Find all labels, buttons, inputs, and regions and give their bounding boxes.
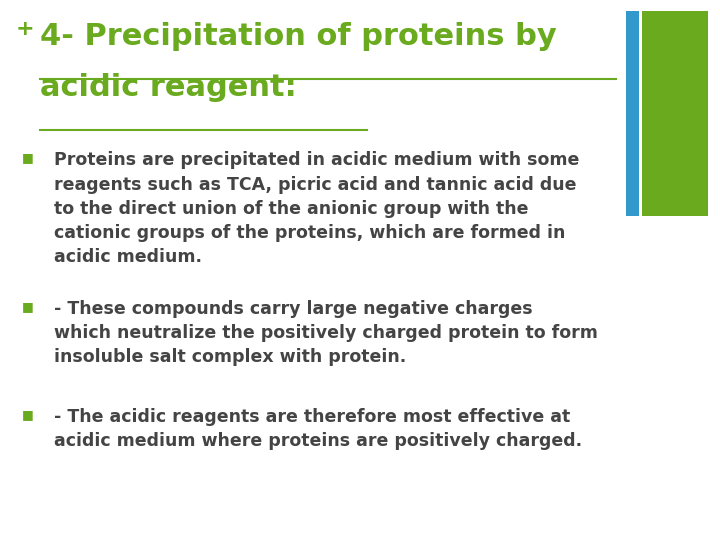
Text: +: +: [16, 19, 35, 39]
Text: 4- Precipitation of proteins by: 4- Precipitation of proteins by: [40, 22, 557, 51]
Text: - The acidic reagents are therefore most effective at
acidic medium where protei: - The acidic reagents are therefore most…: [54, 408, 582, 450]
Text: Proteins are precipitated in acidic medium with some
reagents such as TCA, picri: Proteins are precipitated in acidic medi…: [54, 151, 580, 266]
Text: ■: ■: [22, 408, 33, 421]
Text: ■: ■: [22, 300, 33, 313]
Text: acidic reagent:: acidic reagent:: [40, 73, 297, 102]
FancyBboxPatch shape: [642, 11, 708, 216]
FancyBboxPatch shape: [626, 11, 639, 216]
Text: ■: ■: [22, 151, 33, 164]
Text: - These compounds carry large negative charges
which neutralize the positively c: - These compounds carry large negative c…: [54, 300, 598, 366]
